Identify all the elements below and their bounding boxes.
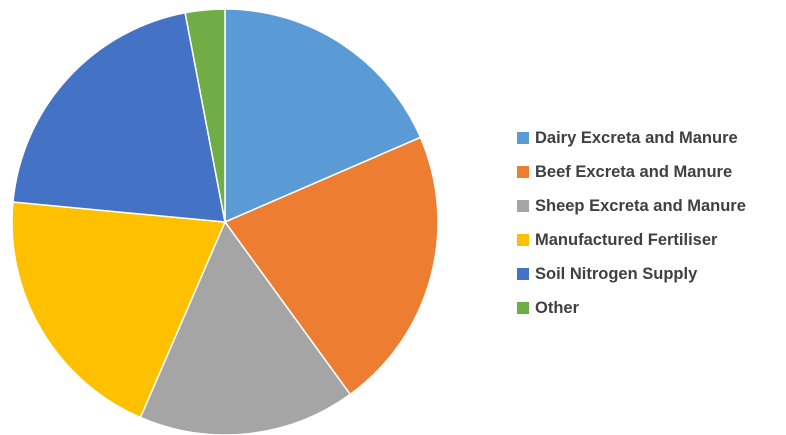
legend-label: Other: [535, 298, 580, 317]
legend-item: Soil Nitrogen Supply: [517, 257, 746, 291]
chart-legend: Dairy Excreta and Manure Beef Excreta and…: [517, 121, 746, 325]
legend-swatch: [517, 234, 529, 246]
legend-swatch: [517, 268, 529, 280]
legend-swatch: [517, 200, 529, 212]
pie-slice-dairy-excreta-and-manure: [224, 8, 422, 224]
legend-swatch: [517, 132, 529, 144]
legend-item: Dairy Excreta and Manure: [517, 121, 746, 155]
pie-slice-beef-excreta-and-manure: [223, 136, 439, 396]
legend-item: Sheep Excreta and Manure: [517, 189, 746, 223]
legend-label: Beef Excreta and Manure: [535, 162, 733, 181]
pie-slice-soil-nitrogen-supply: [12, 11, 226, 223]
pie-slice-manufactured-fertiliser: [11, 201, 227, 419]
legend-item: Other: [517, 291, 746, 325]
pie-slice-other: [184, 8, 226, 223]
pie-slices: [11, 8, 439, 435]
legend-label: Manufactured Fertiliser: [535, 230, 718, 249]
legend-swatch: [517, 302, 529, 314]
legend-label: Soil Nitrogen Supply: [535, 264, 698, 283]
legend-label: Sheep Excreta and Manure: [535, 196, 746, 215]
pie-slice-sheep-excreta-and-manure: [139, 220, 352, 435]
legend-swatch: [517, 166, 529, 178]
legend-item: Beef Excreta and Manure: [517, 155, 746, 189]
legend-item: Manufactured Fertiliser: [517, 223, 746, 257]
legend-label: Dairy Excreta and Manure: [535, 128, 738, 147]
